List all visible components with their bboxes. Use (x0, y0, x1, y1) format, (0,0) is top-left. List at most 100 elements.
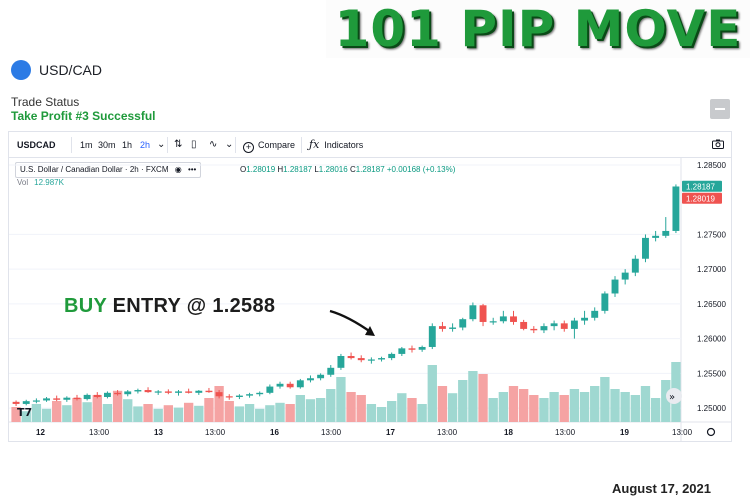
candle-body (367, 359, 375, 361)
time-tick-label: 12 (36, 428, 45, 437)
candle-body (652, 235, 660, 238)
volume-bar (315, 398, 326, 422)
more-dots-icon[interactable]: ••• (187, 165, 197, 174)
candle-body (307, 378, 314, 381)
entry-arrow (329, 309, 375, 336)
volume-value: 12.987K (34, 178, 64, 187)
candle-body (43, 398, 50, 401)
candle-body (195, 390, 203, 393)
banner-title: 101 PIP MOVE (326, 0, 750, 58)
chart-widget[interactable]: USDCAD 1m 30m 1h 2h ⌄ ⇅ ▯ ∿ ⌄ + Compare ƒ… (8, 131, 732, 442)
volume-bar (478, 374, 488, 422)
time-tick-label: 13:00 (205, 428, 226, 437)
volume-bar (397, 393, 407, 422)
chart-type-dropdown-icon[interactable]: ⌄ (225, 139, 234, 150)
candle-body (621, 272, 629, 280)
trade-status-label: Trade Status (11, 95, 80, 109)
volume-bar (417, 404, 427, 422)
time-tick-label: 13:00 (672, 428, 693, 437)
candle-body (550, 323, 558, 327)
volume-bar (244, 404, 255, 422)
time-tick-label: 13:00 (555, 428, 576, 437)
tradingview-logo-icon: T7 (17, 406, 32, 419)
volume-bar (437, 386, 448, 422)
toolbar-divider (235, 137, 236, 153)
candle-body (246, 394, 254, 396)
candle-body (266, 386, 274, 393)
volume-bar (234, 406, 245, 422)
timeframe-1h-button[interactable]: 1h (122, 140, 133, 150)
candle-body (459, 319, 467, 328)
candle-body (398, 348, 406, 354)
candle-body (540, 326, 548, 331)
timeframe-30m-button[interactable]: 30m (98, 140, 116, 150)
camera-icon[interactable] (712, 132, 724, 158)
settings-gear-icon[interactable] (706, 427, 716, 437)
volume-bar (326, 389, 336, 422)
candle-body (144, 390, 152, 393)
bars-icon[interactable]: ⇅ (174, 139, 183, 150)
price-tick-label: 1.26500 (697, 300, 726, 309)
timeframe-1m-button[interactable]: 1m (80, 140, 93, 150)
volume-bar (214, 386, 224, 422)
volume-bar (11, 407, 21, 422)
candle-body (642, 237, 649, 259)
candle-body (357, 358, 365, 361)
compare-label: Compare (258, 140, 296, 150)
current-price-tag (682, 180, 722, 192)
time-tick-label: 16 (270, 428, 279, 437)
candle-body (215, 392, 223, 397)
candle-body (631, 258, 639, 273)
candle-body (327, 367, 335, 375)
scroll-to-latest-button[interactable] (666, 388, 682, 404)
candle-body (469, 305, 477, 320)
candle-body (418, 346, 426, 350)
volume-bar (468, 371, 478, 422)
price-chart[interactable]: 1.28500 1.27500 1.27000 1.26500 1.26000 1.255… (9, 132, 731, 441)
volume-bar (72, 398, 82, 422)
candle-body (337, 356, 345, 368)
indicators-button[interactable]: ƒx Indicators (309, 132, 363, 158)
compare-button[interactable]: + Compare (243, 132, 295, 158)
volume-bar (407, 398, 417, 422)
volume-bar (275, 402, 285, 422)
candles-icon[interactable]: ▯ (191, 139, 197, 150)
candle-body (114, 392, 122, 395)
toolbar-divider (167, 137, 168, 153)
volume-bar (610, 389, 620, 422)
candle-body (388, 353, 396, 359)
candle-body (175, 391, 182, 393)
candle-body (256, 392, 264, 395)
candle-body (510, 316, 517, 322)
candle-body (611, 279, 619, 294)
volume-bar (41, 408, 52, 422)
collapse-button[interactable] (710, 99, 730, 119)
timeframe-dropdown-icon[interactable]: ⌄ (157, 139, 166, 150)
candle-body (489, 321, 497, 323)
series-legend[interactable]: U.S. Dollar / Canadian Dollar · 2h · FXC… (15, 162, 202, 178)
candle-body (408, 348, 416, 350)
symbol-search-button[interactable]: USDCAD (17, 140, 56, 150)
eye-icon[interactable]: ◉ (174, 165, 182, 174)
volume-bar (498, 392, 509, 422)
volume-bar (305, 399, 316, 422)
candle-body (205, 390, 213, 393)
volume-bar (447, 393, 458, 422)
high-value: 1.28187 (283, 165, 313, 174)
low-value: 1.28016 (318, 165, 348, 174)
volume-bar (640, 386, 651, 422)
double-chevron-right-icon: » (669, 392, 675, 403)
candle-body (378, 358, 385, 360)
line-chart-icon[interactable]: ∿ (209, 139, 218, 150)
timeframe-2h-button[interactable]: 2h (140, 140, 151, 150)
price-tick-label: 1.27500 (697, 230, 726, 239)
change-value: +0.00168 (+0.13%) (386, 165, 456, 174)
candle-body (12, 401, 20, 404)
volume-bar (569, 389, 580, 422)
volume-bar (153, 408, 163, 422)
volume-bar (376, 407, 387, 422)
pair-name: USD/CAD (39, 62, 103, 78)
date-footer: August 17, 2021 (612, 481, 711, 496)
candle-body (63, 397, 71, 400)
candle-body (296, 380, 304, 388)
